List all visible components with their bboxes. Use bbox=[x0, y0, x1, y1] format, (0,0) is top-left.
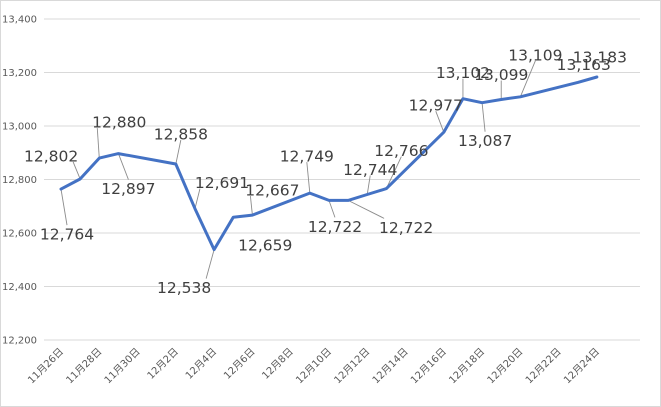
data-label: 13,183 bbox=[573, 49, 627, 67]
y-tick-label: 12,200 bbox=[2, 336, 37, 347]
data-labels: 12,764 12,802 12,880 12,897 12,858 12,691 12,5… bbox=[24, 46, 627, 297]
data-label: 12,858 bbox=[154, 125, 208, 143]
label-leader bbox=[249, 196, 253, 216]
data-label: 12,722 bbox=[308, 218, 362, 236]
data-label: 12,538 bbox=[157, 279, 211, 297]
label-leaders bbox=[60, 60, 536, 279]
label-leader bbox=[385, 156, 402, 189]
data-label: 12,802 bbox=[24, 147, 78, 165]
data-label: 12,766 bbox=[374, 142, 428, 160]
data-label: 13,087 bbox=[458, 132, 512, 150]
series-line bbox=[59, 75, 599, 252]
data-label: 13,163 bbox=[557, 56, 611, 74]
label-leader bbox=[366, 175, 371, 195]
data-label: 13,099 bbox=[474, 66, 528, 84]
y-tick-label: 13,400 bbox=[2, 15, 37, 26]
label-leader bbox=[519, 60, 536, 98]
label-leader bbox=[306, 162, 311, 194]
label-leader bbox=[96, 128, 100, 159]
data-label: 12,764 bbox=[40, 226, 94, 244]
y-tick-label: 12,400 bbox=[2, 282, 37, 293]
label-leader bbox=[205, 249, 215, 279]
label-leader bbox=[60, 189, 68, 226]
data-label: 12,722 bbox=[379, 219, 433, 237]
data-label: 12,880 bbox=[92, 114, 146, 132]
label-leader bbox=[435, 110, 445, 133]
data-label: 12,691 bbox=[195, 174, 249, 192]
data-label: 13,102 bbox=[436, 64, 490, 82]
label-leader bbox=[328, 200, 336, 218]
data-label: 12,667 bbox=[245, 182, 299, 200]
y-tick-label: 12,600 bbox=[2, 229, 37, 240]
data-label: 12,749 bbox=[280, 148, 334, 166]
y-axis-ticks: 12,200 12,400 12,600 12,800 13,000 13,200 13,4… bbox=[2, 15, 37, 347]
label-leader bbox=[117, 153, 129, 180]
gridlines bbox=[44, 18, 640, 341]
data-label: 12,659 bbox=[238, 237, 292, 255]
label-leader bbox=[347, 199, 385, 219]
data-label: 12,744 bbox=[343, 161, 397, 179]
label-leader bbox=[481, 102, 486, 132]
label-leader bbox=[72, 161, 81, 180]
data-label: 12,897 bbox=[101, 180, 155, 198]
y-tick-label: 12,800 bbox=[2, 175, 37, 186]
label-leader bbox=[175, 139, 182, 165]
label-leader bbox=[194, 188, 201, 209]
series-line-layer bbox=[59, 75, 599, 252]
y-tick-label: 13,200 bbox=[2, 68, 37, 79]
y-tick-label: 13,000 bbox=[2, 122, 37, 133]
data-label: 13,109 bbox=[508, 46, 562, 64]
data-label: 12,977 bbox=[409, 97, 463, 115]
